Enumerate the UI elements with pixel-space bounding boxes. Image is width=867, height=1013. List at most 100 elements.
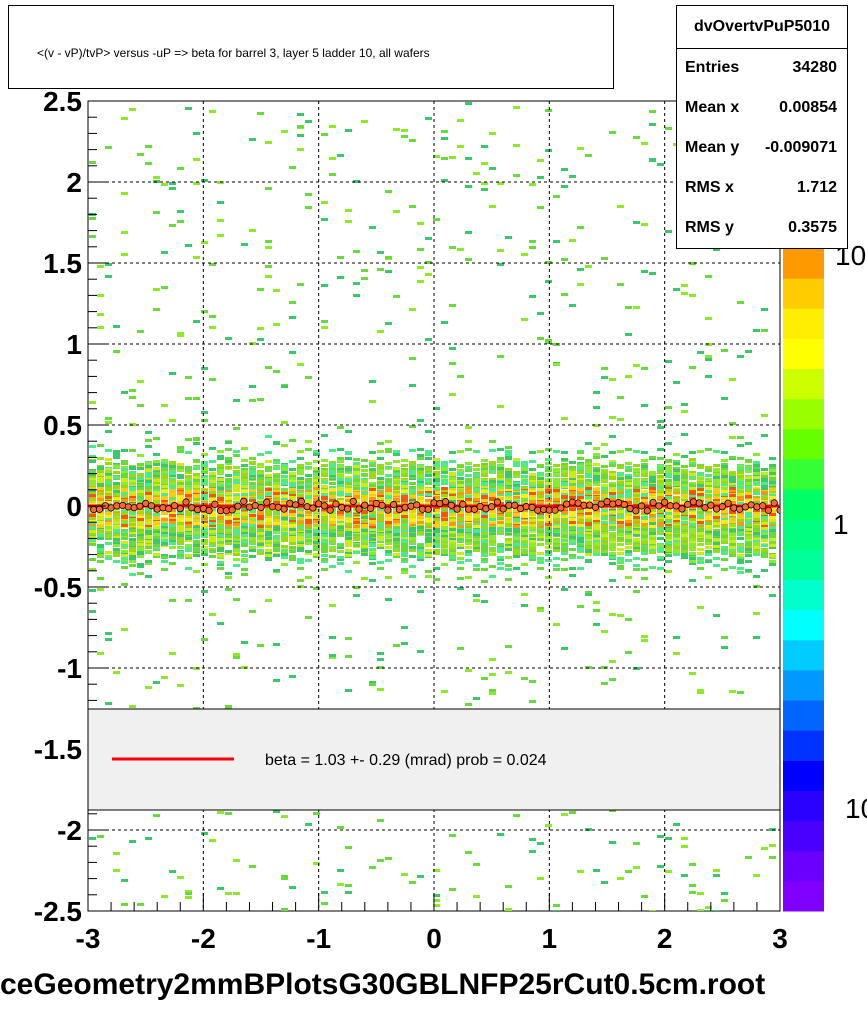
heatmap-cell (161, 512, 168, 515)
heatmap-cell (97, 313, 104, 316)
heatmap-cell (345, 523, 352, 526)
heatmap-cell (257, 525, 264, 528)
heatmap-cell (161, 286, 168, 289)
heatmap-cell (97, 479, 104, 482)
heatmap-cell (225, 516, 232, 519)
heatmap-cell (249, 138, 256, 141)
heatmap-cell (89, 483, 96, 486)
heatmap-cell (297, 477, 304, 480)
heatmap-cell (177, 519, 184, 522)
heatmap-cell (265, 551, 272, 554)
heatmap-cell (113, 350, 120, 353)
heatmap-cell (113, 554, 120, 557)
heatmap-cell (169, 537, 176, 540)
heatmap-cell (97, 544, 104, 547)
heatmap-cell (289, 484, 296, 487)
heatmap-cell (145, 494, 152, 497)
heatmap-cell (209, 533, 216, 536)
heatmap-cell (337, 256, 344, 259)
heatmap-cell (281, 471, 288, 474)
heatmap-cell (177, 210, 184, 213)
heatmap-cell (105, 417, 112, 420)
heatmap-cell (217, 494, 224, 497)
heatmap-cell (177, 515, 184, 518)
heatmap-cell (305, 193, 312, 196)
heatmap-cell (233, 549, 240, 552)
heatmap-cell (145, 525, 152, 528)
heatmap-cell (353, 458, 360, 461)
heatmap-cell (209, 536, 216, 539)
heatmap-cell (105, 421, 112, 424)
heatmap-cell (145, 469, 152, 472)
heatmap-cell (329, 488, 336, 491)
heatmap-cell (193, 540, 200, 543)
heatmap-cell (209, 555, 216, 558)
heatmap-cell (121, 117, 128, 120)
heatmap-cell (153, 463, 160, 466)
heatmap-cell (305, 376, 312, 379)
heatmap-cell (289, 496, 296, 499)
heatmap-cell (249, 546, 256, 549)
heatmap-cell (105, 551, 112, 554)
heatmap-cell (153, 288, 160, 291)
heatmap-cell (337, 276, 344, 279)
heatmap-cell (113, 325, 120, 328)
heatmap-cell (97, 521, 104, 524)
heatmap-cell (361, 465, 368, 468)
heatmap-cell (97, 444, 104, 447)
heatmap-cell (161, 474, 168, 477)
heatmap-cell (217, 546, 224, 549)
heatmap-cell (169, 472, 176, 475)
heatmap-cell (121, 487, 128, 490)
heatmap-cell (137, 484, 144, 487)
heatmap-cell (257, 514, 264, 517)
heatmap-cell (353, 525, 360, 528)
heatmap-cell (105, 490, 112, 493)
heatmap-cell (249, 495, 256, 498)
heatmap-cell (89, 524, 96, 527)
heatmap-cell (193, 531, 200, 534)
heatmap-cell (233, 553, 240, 556)
heatmap-cell (217, 544, 224, 547)
heatmap-cell (161, 476, 168, 479)
heatmap-cell (105, 263, 112, 266)
heatmap-cell (209, 522, 216, 525)
heatmap-cell (233, 517, 240, 520)
heatmap-cell (89, 217, 96, 220)
heatmap-cell (145, 575, 152, 578)
heatmap-cell (257, 543, 264, 546)
heatmap-cell (345, 514, 352, 517)
heatmap-cell (185, 896, 192, 899)
heatmap-cell (217, 622, 224, 625)
heatmap-cell (345, 637, 352, 640)
heatmap-cell (273, 554, 280, 557)
heatmap-cell (113, 486, 120, 489)
heatmap-cell (201, 553, 208, 556)
heatmap-cell (305, 823, 312, 826)
heatmap-cell (89, 568, 96, 571)
heatmap-cell (249, 555, 256, 558)
heatmap-cell (217, 234, 224, 237)
heatmap-cell (97, 554, 104, 557)
heatmap-cell (113, 530, 120, 533)
heatmap-cell (185, 496, 192, 499)
heatmap-cell (353, 462, 360, 465)
heatmap-cell (153, 437, 160, 440)
heatmap-cell (281, 549, 288, 552)
heatmap-cell (345, 891, 352, 894)
heatmap-cell (241, 493, 248, 496)
heatmap-cell (153, 529, 160, 532)
heatmap-cell (321, 464, 328, 467)
heatmap-cell (233, 532, 240, 535)
heatmap-cell (185, 107, 192, 110)
heatmap-cell (97, 550, 104, 553)
heatmap-cell (209, 475, 216, 478)
heatmap-cell (241, 550, 248, 553)
heatmap-cell (361, 537, 368, 540)
heatmap-cell (305, 480, 312, 483)
heatmap-cell (273, 467, 280, 470)
heatmap-cell (201, 367, 208, 370)
heatmap-cell (265, 474, 272, 477)
heatmap-cell (241, 243, 248, 246)
heatmap-cell (273, 546, 280, 549)
